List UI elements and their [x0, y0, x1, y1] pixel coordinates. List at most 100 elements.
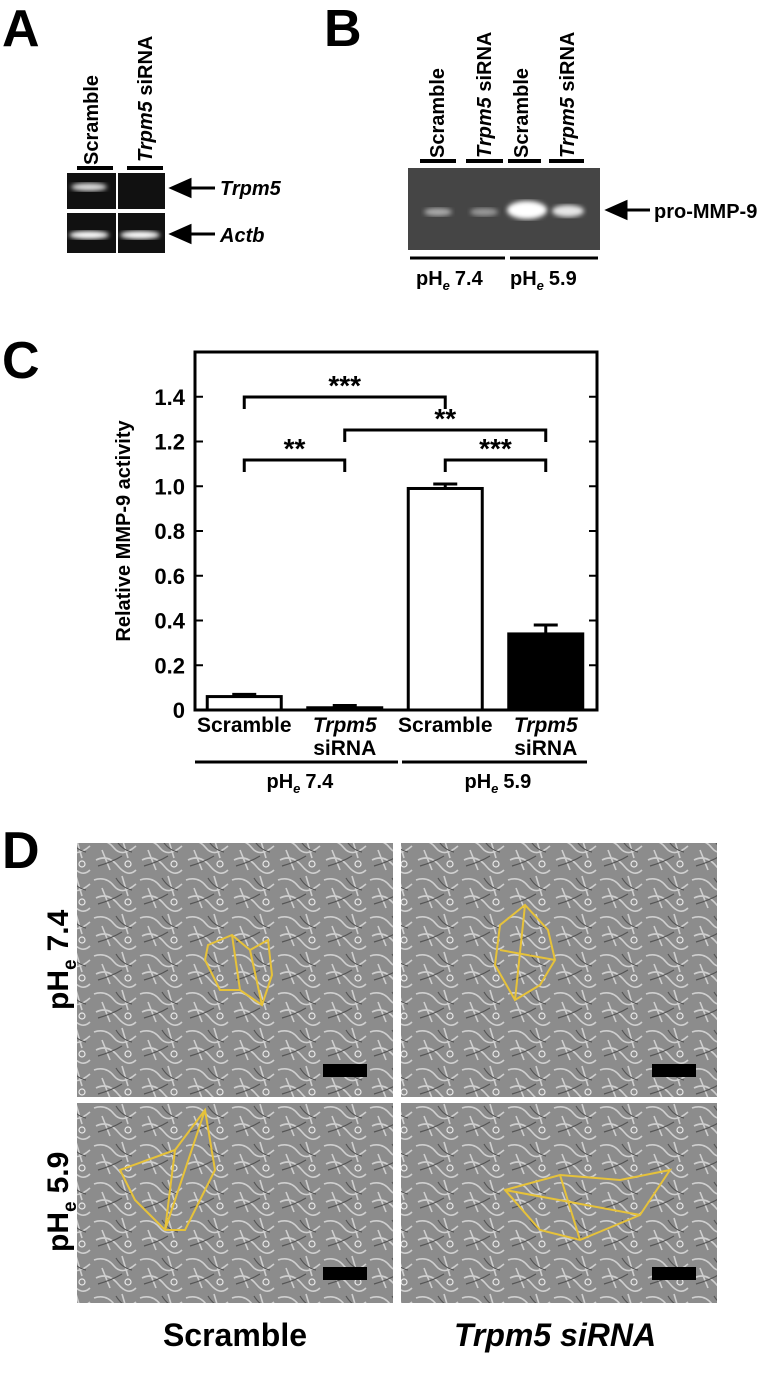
gel-band [470, 208, 498, 216]
ph-value: 5.9 [503, 771, 531, 793]
lane-bar [127, 166, 163, 170]
scale-bar [652, 1064, 696, 1077]
plot-frame [193, 350, 599, 712]
ph-sub: e [293, 781, 300, 796]
lane-bar [549, 159, 584, 163]
ph-sub: e [60, 1201, 81, 1212]
y-tick-label: 0.2 [154, 653, 185, 678]
y-tick-label: 0.6 [154, 564, 185, 589]
arrow [168, 223, 215, 245]
gel-band [120, 231, 160, 239]
gene: Trpm5 [135, 100, 157, 162]
scale-bar [323, 1064, 367, 1077]
lane-label: Scramble [427, 68, 449, 158]
micrograph [401, 843, 717, 1097]
lane-label: Scramble [81, 75, 103, 165]
ph: pH [42, 970, 75, 1010]
x-tick-word: Scramble [197, 714, 292, 737]
panel-label: D [2, 822, 40, 880]
group-label: pHe 5.9 [465, 771, 532, 796]
lane-text: siRNA [474, 32, 496, 92]
lane-bar [420, 159, 456, 163]
lane-text: Scramble [511, 68, 533, 158]
x-tick-label: Scramble [197, 714, 292, 737]
y-tick-label: 0.8 [154, 519, 185, 544]
x-tick-word: Trpm5 [514, 714, 578, 737]
lane-bar [508, 159, 541, 163]
gel-band [552, 205, 584, 217]
band-label: Actb [219, 225, 264, 247]
ph: pH [510, 268, 537, 290]
arrow [168, 177, 215, 199]
lane-text: siRNA [557, 32, 579, 92]
gene: Trpm5 [557, 96, 579, 158]
cell-outlines [118, 903, 673, 1242]
y-tick-label: 0.4 [154, 609, 185, 634]
lane-label: Trpm5 siRNA [557, 32, 579, 158]
gel-band [507, 201, 547, 219]
ph-value: 7.4 [42, 909, 75, 951]
lane-text: Scramble [427, 68, 449, 158]
ph: pH [42, 1212, 75, 1252]
significance-bracket [443, 458, 548, 472]
panel-label: C [2, 332, 40, 390]
column-label: Scramble [163, 1317, 307, 1353]
gene: Trpm5 [474, 96, 496, 158]
ph: pH [416, 268, 443, 290]
lane-label: Trpm5 siRNA [135, 36, 157, 162]
panel-label: B [324, 0, 362, 58]
ph-value: 5.9 [549, 268, 577, 290]
y-tick-label: 0 [173, 698, 185, 723]
bar [406, 486, 484, 712]
x-tick-word: siRNA [514, 737, 577, 760]
ph-sub: e [491, 781, 498, 796]
lane-bar [466, 159, 503, 163]
significance-bracket [242, 395, 447, 409]
ph: pH [465, 771, 492, 793]
y-tick-label: 1.0 [154, 474, 185, 499]
significance-label: ** [434, 403, 456, 434]
group-label: pHe 7.4 [416, 268, 484, 293]
gel-band [69, 231, 109, 239]
ph-sub: e [60, 959, 81, 970]
significance-bracket [242, 458, 347, 472]
y-axis-title: Relative MMP-9 activity [113, 420, 135, 642]
arrow [604, 199, 650, 221]
ph: pH [267, 771, 294, 793]
panel-label: A [2, 0, 40, 58]
lane-text: siRNA [135, 36, 157, 96]
significance-label: ** [284, 433, 306, 464]
lane-label: Scramble [511, 68, 533, 158]
group-label: pHe 7.4 [267, 771, 335, 796]
lane-label: Trpm5 siRNA [474, 32, 496, 158]
micrograph [77, 843, 393, 1097]
ph-value: 7.4 [455, 268, 484, 290]
y-tick-label: 1.2 [154, 430, 185, 455]
bar [205, 695, 283, 712]
lane-text: Scramble [81, 75, 103, 165]
column-label: Trpm5 siRNA [454, 1317, 656, 1353]
x-tick-label: Trpm5 siRNA [313, 714, 377, 760]
y-tick-label: 1.4 [154, 385, 185, 410]
x-tick-label: Scramble [398, 714, 493, 737]
significance-bracket [343, 428, 548, 442]
ph-value: 5.9 [42, 1152, 75, 1194]
ph-value: 7.4 [305, 771, 334, 793]
x-tick-label: Trpm5 siRNA [514, 714, 578, 760]
bar-chart: C Relative MMP-9 activity 0 0.2 0.4 0.6 0.8 1… [2, 332, 599, 796]
scale-bar [323, 1267, 367, 1280]
lane-bar [77, 166, 113, 170]
ph-sub: e [537, 278, 544, 293]
x-tick-word: siRNA [313, 737, 376, 760]
x-tick-word: Scramble [398, 714, 493, 737]
row-label: pHe 5.9 [42, 1152, 81, 1252]
gel-band [424, 208, 452, 216]
group-label: pHe 5.9 [510, 268, 577, 293]
band-label: Trpm5 [220, 178, 282, 200]
x-tick-word: Trpm5 [313, 714, 377, 737]
bar [507, 632, 585, 712]
significance-label: *** [328, 370, 361, 401]
significance-label: *** [479, 433, 512, 464]
ph-sub: e [443, 278, 450, 293]
